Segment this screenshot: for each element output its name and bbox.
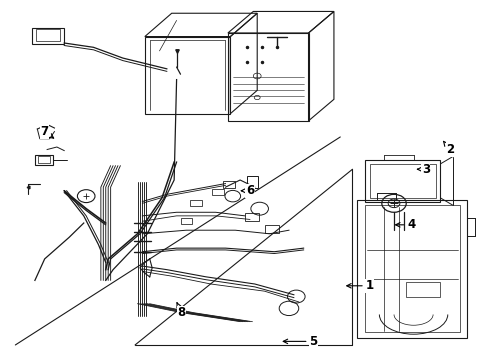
Text: 8: 8: [177, 303, 186, 319]
Text: 1: 1: [347, 279, 374, 292]
Text: 6: 6: [242, 184, 254, 197]
Bar: [180, 218, 192, 224]
Bar: [406, 282, 441, 297]
Bar: [223, 181, 235, 188]
Bar: [212, 189, 224, 195]
Text: 5: 5: [283, 335, 318, 348]
Bar: [365, 160, 441, 202]
Bar: [32, 28, 64, 44]
Bar: [369, 164, 436, 198]
Bar: [38, 156, 50, 163]
Bar: [190, 200, 202, 206]
Text: 3: 3: [417, 163, 430, 176]
Text: 7: 7: [41, 125, 53, 138]
Bar: [145, 37, 230, 114]
Bar: [36, 30, 60, 41]
Bar: [245, 213, 259, 221]
Bar: [357, 200, 467, 338]
Text: 2: 2: [443, 141, 454, 156]
Bar: [365, 205, 460, 332]
Text: 4: 4: [395, 218, 415, 231]
Bar: [265, 225, 279, 233]
Bar: [228, 33, 309, 121]
Bar: [247, 176, 258, 188]
Bar: [35, 155, 53, 165]
